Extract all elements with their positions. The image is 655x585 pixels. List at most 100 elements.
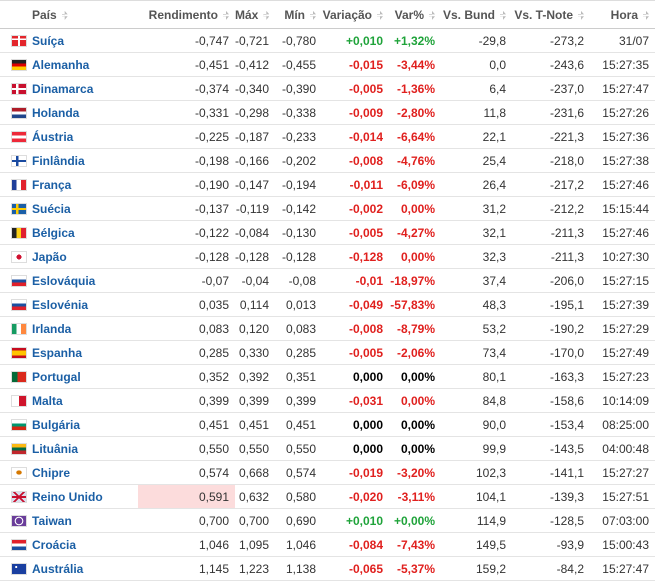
- table-row[interactable]: Eslovénia 0,035 0,114 0,013 -0,049 -57,83% 48,…: [0, 292, 655, 317]
- cell: -0,451: [138, 52, 235, 77]
- flag-cell: [0, 460, 26, 485]
- column-header[interactable]: País: [26, 0, 138, 29]
- cell-value: 15:27:46: [602, 225, 649, 240]
- country-link[interactable]: Portugal: [32, 369, 81, 384]
- table-row[interactable]: Bulgária 0,451 0,451 0,451 0,000 0,00% 90,0 -15…: [0, 412, 655, 437]
- cell-value: 15:27:47: [602, 81, 649, 96]
- cell: -0,780: [275, 28, 322, 53]
- table-row[interactable]: Austrália 1,145 1,223 1,138 -0,065 -5,37% 159,…: [0, 556, 655, 581]
- cell: -190,2: [512, 316, 590, 341]
- cell: 1,046: [275, 532, 322, 557]
- cell-value: -0,128: [281, 249, 316, 264]
- cell-value: 0,285: [285, 345, 316, 360]
- cell-value: -0,005: [348, 225, 383, 240]
- country-link[interactable]: Alemanha: [32, 57, 90, 72]
- column-header[interactable]: Vs. Bund: [441, 0, 512, 29]
- column-header[interactable]: Máx: [235, 0, 275, 29]
- country-link[interactable]: Eslováquia: [32, 273, 96, 288]
- cell: 31,2: [441, 196, 512, 221]
- country-link[interactable]: Bélgica: [32, 225, 75, 240]
- column-header[interactable]: Vs. T-Note: [512, 0, 590, 29]
- column-header[interactable]: Mín: [275, 0, 322, 29]
- table-row[interactable]: Suécia -0,137 -0,119 -0,142 -0,002 0,00% 31,2 -…: [0, 196, 655, 221]
- table-row[interactable]: Holanda -0,331 -0,298 -0,338 -0,009 -2,80% 11,…: [0, 100, 655, 125]
- cell-value: 0,00%: [400, 369, 435, 384]
- cell-value: +0,010: [345, 513, 383, 528]
- table-row[interactable]: Bélgica -0,122 -0,084 -0,130 -0,005 -4,27% 32,…: [0, 220, 655, 245]
- cell-value: 32,1: [482, 225, 506, 240]
- country-link[interactable]: Malta: [32, 393, 63, 408]
- cell-value: -4,76%: [396, 153, 435, 168]
- cell: -273,2: [512, 28, 590, 53]
- country-link[interactable]: Austrália: [32, 561, 84, 576]
- cell: -0,390: [275, 76, 322, 101]
- table-row[interactable]: Croácia 1,046 1,095 1,046 -0,084 -7,43% 149,5 -…: [0, 532, 655, 557]
- country-link[interactable]: Holanda: [32, 105, 80, 120]
- table-row[interactable]: Espanha 0,285 0,330 0,285 -0,005 -2,06% 73,4 -1…: [0, 340, 655, 365]
- country-link[interactable]: Croácia: [32, 537, 77, 552]
- cell-value: 15:27:27: [602, 465, 649, 480]
- country-name: Japão: [26, 244, 138, 269]
- cell: 10:14:09: [590, 388, 655, 413]
- country-link[interactable]: Japão: [32, 249, 67, 264]
- table-row[interactable]: Áustria -0,225 -0,187 -0,233 -0,014 -6,64% 22,…: [0, 124, 655, 149]
- country-link[interactable]: Suíça: [32, 33, 65, 48]
- cell-value: -0,015: [348, 57, 383, 72]
- flag-icon: [12, 372, 26, 383]
- table-row[interactable]: Portugal 0,352 0,392 0,351 0,000 0,00% 80,1 -16…: [0, 364, 655, 389]
- table-row[interactable]: Dinamarca -0,374 -0,340 -0,390 -0,005 -1,36% 6…: [0, 76, 655, 101]
- table-row[interactable]: Eslováquia -0,07 -0,04 -0,08 -0,01 -18,97% 37,…: [0, 268, 655, 293]
- cell-value: 31/07: [618, 33, 649, 48]
- cell-value: -0,194: [281, 177, 316, 192]
- cell: 0,000: [322, 412, 389, 437]
- cell-value: -0,01: [355, 273, 383, 288]
- country-link[interactable]: Irlanda: [32, 321, 72, 336]
- cell: 08:25:00: [590, 412, 655, 437]
- column-header[interactable]: Hora: [590, 0, 655, 29]
- cell: 15:27:26: [590, 100, 655, 125]
- cell: 15:27:47: [590, 76, 655, 101]
- cell-value: 0,591: [198, 489, 229, 504]
- cell-value: -0,780: [281, 33, 316, 48]
- country-link[interactable]: Chipre: [32, 465, 71, 480]
- country-link[interactable]: Suécia: [32, 201, 71, 216]
- cell-value: -211,3: [550, 225, 584, 240]
- cell: -0,137: [138, 196, 235, 221]
- country-link[interactable]: Áustria: [32, 129, 74, 144]
- table-row[interactable]: Chipre 0,574 0,668 0,574 -0,019 -3,20% 102,3 -1…: [0, 460, 655, 485]
- country-link[interactable]: Finlândia: [32, 153, 85, 168]
- table-row[interactable]: Lituânia 0,550 0,550 0,550 0,000 0,00% 99,9 -14…: [0, 436, 655, 461]
- table-row[interactable]: Reino Unido 0,591 0,632 0,580 -0,020 -3,11% 10…: [0, 484, 655, 509]
- cell: 15:27:38: [590, 148, 655, 173]
- cell-value: 15:27:46: [602, 177, 649, 192]
- column-header[interactable]: Variação: [322, 0, 389, 29]
- table-row[interactable]: Alemanha -0,451 -0,412 -0,455 -0,015 -3,44% 0,…: [0, 52, 655, 77]
- cell: 0,451: [138, 412, 235, 437]
- cell: -0,084: [235, 220, 275, 245]
- cell: 0,399: [275, 388, 322, 413]
- country-link[interactable]: Dinamarca: [32, 81, 94, 96]
- country-link[interactable]: Taiwan: [32, 513, 72, 528]
- table-row[interactable]: Finlândia -0,198 -0,166 -0,202 -0,008 -4,76% 2…: [0, 148, 655, 173]
- country-link[interactable]: Eslovénia: [32, 297, 89, 312]
- country-link[interactable]: França: [32, 177, 72, 192]
- country-link[interactable]: Reino Unido: [32, 489, 103, 504]
- column-header[interactable]: Var%: [389, 0, 441, 29]
- cell: 15:27:35: [590, 52, 655, 77]
- cell: -0,338: [275, 100, 322, 125]
- table-row[interactable]: Malta 0,399 0,399 0,399 -0,031 0,00% 84,8 -158,…: [0, 388, 655, 413]
- column-header[interactable]: Rendimento: [138, 0, 235, 29]
- cell-value: -0,008: [348, 321, 383, 336]
- country-link[interactable]: Lituânia: [32, 441, 79, 456]
- country-link[interactable]: Bulgária: [32, 417, 81, 432]
- table-row[interactable]: Suíça -0,747 -0,721 -0,780 +0,010 +1,32% -29,8…: [0, 28, 655, 53]
- cell-value: 15:27:23: [602, 369, 649, 384]
- table-row[interactable]: Taiwan 0,700 0,700 0,690 +0,010 +0,00% 114,9 -1…: [0, 508, 655, 533]
- cell: -128,5: [512, 508, 590, 533]
- cell: -0,002: [322, 196, 389, 221]
- table-row[interactable]: Japão -0,128 -0,128 -0,128 -0,128 0,00% 32,3 -2…: [0, 244, 655, 269]
- table-row[interactable]: Irlanda 0,083 0,120 0,083 -0,008 -8,79% 53,2 -1…: [0, 316, 655, 341]
- country-link[interactable]: Espanha: [32, 345, 83, 360]
- table-row[interactable]: França -0,190 -0,147 -0,194 -0,011 -6,09% 26,4…: [0, 172, 655, 197]
- cell-value: 159,2: [475, 561, 506, 576]
